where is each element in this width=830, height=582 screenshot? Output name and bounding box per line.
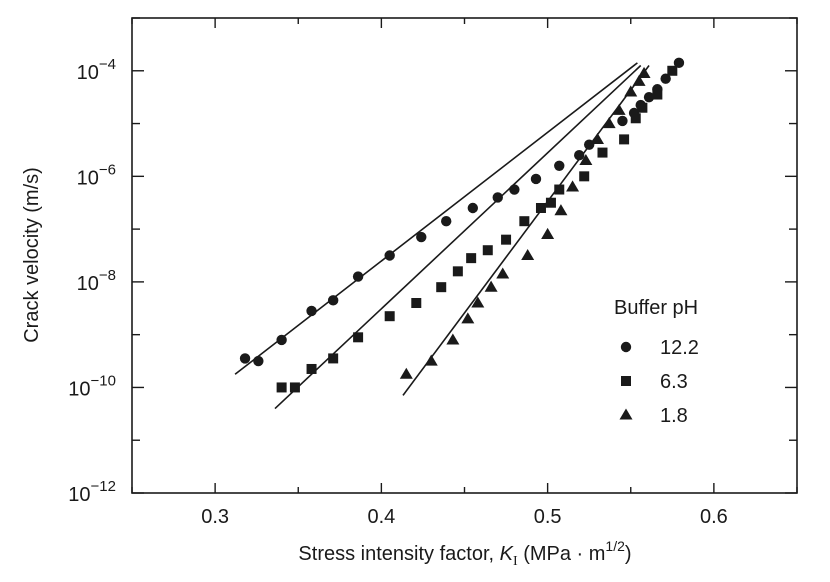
x-tick-label: 0.6 xyxy=(700,506,728,528)
point-square xyxy=(306,363,317,374)
point-triangle xyxy=(554,204,568,216)
point-triangle xyxy=(541,227,555,239)
x-axis-label-unit-close: ) xyxy=(625,543,632,565)
point-triangle xyxy=(591,132,604,144)
point-square xyxy=(466,253,477,264)
x-tick-label: 0.3 xyxy=(201,506,229,528)
x-tick-label: 0.4 xyxy=(367,506,395,528)
fit-line-ph-6-3 xyxy=(274,64,642,410)
point-square xyxy=(501,234,512,245)
point-square xyxy=(411,298,422,308)
point-triangle xyxy=(461,312,475,324)
point-square xyxy=(436,282,447,293)
point-circle xyxy=(467,202,479,214)
y-tick-label: 10−4 xyxy=(77,56,116,84)
point-square xyxy=(579,171,590,182)
point-triangle xyxy=(521,249,535,261)
point-square xyxy=(619,134,630,145)
point-triangle xyxy=(579,154,593,166)
point-circle xyxy=(660,73,671,84)
point-square xyxy=(545,197,556,208)
point-square xyxy=(452,266,463,277)
point-circle xyxy=(327,295,339,306)
x-axis-label-prefix: Stress intensity factor, xyxy=(298,543,499,565)
point-square xyxy=(652,89,663,100)
point-square xyxy=(554,184,565,195)
y-axis-label: Crack velocity (m/s) xyxy=(21,167,43,343)
point-square xyxy=(597,147,608,158)
legend: Buffer pH 12.2 6.3 1.8 xyxy=(614,297,699,427)
point-circle xyxy=(276,334,287,346)
point-triangle xyxy=(602,117,616,129)
point-triangle xyxy=(471,296,485,308)
point-triangle xyxy=(612,103,626,115)
point-square xyxy=(384,311,395,322)
point-square xyxy=(289,382,300,393)
point-triangle xyxy=(424,354,438,366)
point-square xyxy=(637,102,648,113)
point-circle xyxy=(583,139,595,150)
point-triangle xyxy=(637,66,651,78)
legend-square-icon xyxy=(621,376,631,386)
point-circle xyxy=(617,115,628,127)
data-marks xyxy=(239,57,685,393)
x-axis-label-unit-exponent: 1/2 xyxy=(605,538,625,554)
point-triangle xyxy=(399,367,413,379)
point-triangle xyxy=(632,74,646,86)
point-circle xyxy=(574,150,585,161)
plot-frame xyxy=(131,17,798,494)
legend-title: Buffer pH xyxy=(614,297,698,319)
point-circle xyxy=(416,231,427,243)
point-square xyxy=(328,353,339,364)
point-circle xyxy=(509,184,520,195)
fit-line-ph-12-2 xyxy=(234,62,638,375)
y-tick-label: 10−8 xyxy=(77,267,116,295)
y-tick-label: 10−12 xyxy=(68,478,116,506)
point-triangle xyxy=(624,85,638,97)
point-square xyxy=(535,203,546,213)
x-tick-label: 0.5 xyxy=(534,506,562,528)
point-circle xyxy=(530,173,542,185)
point-circle xyxy=(554,160,565,171)
x-axis-label: Stress intensity factor, KI (MPa · m1/2) xyxy=(298,538,631,569)
point-circle xyxy=(673,57,685,69)
point-triangle xyxy=(484,280,498,292)
y-tick-label: 10−6 xyxy=(77,161,116,189)
point-square xyxy=(353,332,364,343)
legend-label: 12.2 xyxy=(660,337,699,359)
legend-circle-icon xyxy=(620,341,632,353)
x-axis-label-variable: K xyxy=(500,543,515,565)
point-circle xyxy=(306,305,317,317)
axis-ticks xyxy=(131,17,798,494)
point-circle xyxy=(643,91,655,103)
y-tick-label: 10−10 xyxy=(68,372,116,400)
point-circle xyxy=(352,271,364,282)
point-circle xyxy=(253,355,264,367)
legend-label: 1.8 xyxy=(660,405,688,427)
point-circle xyxy=(239,353,251,364)
point-circle xyxy=(492,192,503,203)
point-square xyxy=(519,216,530,227)
point-triangle xyxy=(566,180,580,192)
point-circle xyxy=(384,250,395,261)
x-axis-label-unit: (MPa · m xyxy=(518,543,606,565)
legend-triangle-icon xyxy=(619,408,633,420)
point-square xyxy=(482,245,493,256)
point-triangle xyxy=(496,267,510,279)
point-triangle xyxy=(446,333,460,345)
fit-lines xyxy=(234,62,650,410)
legend-label: 6.3 xyxy=(660,371,688,393)
point-circle xyxy=(441,215,452,227)
point-square xyxy=(276,382,287,393)
point-square xyxy=(667,65,678,76)
point-square xyxy=(630,113,641,124)
x-axis-label-subscript: I xyxy=(513,554,518,569)
fit-line-ph-1-8 xyxy=(402,65,650,396)
